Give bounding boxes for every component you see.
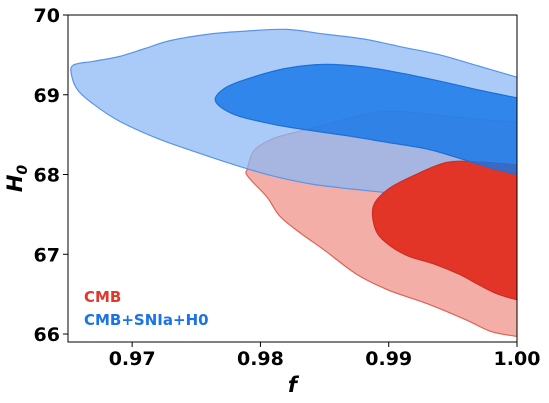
x-tick-label: 1.00 bbox=[494, 348, 541, 370]
x-axis-label: f bbox=[288, 373, 300, 397]
y-axis-label: H0 bbox=[3, 165, 31, 193]
plot-frame bbox=[67, 14, 518, 343]
y-tick-label: 67 bbox=[34, 244, 60, 266]
contour-cmb-snia-h0-inner bbox=[214, 63, 517, 176]
contour-layer bbox=[70, 28, 517, 337]
y-tick-label: 69 bbox=[34, 85, 60, 107]
x-axis-ticks: 0.97 0.98 0.99 1.00 bbox=[109, 342, 541, 370]
y-axis-ticks: 66 67 68 69 70 bbox=[34, 5, 68, 346]
x-tick-label: 0.97 bbox=[109, 348, 156, 370]
x-tick-label: 0.98 bbox=[237, 348, 284, 370]
x-tick-label: 0.99 bbox=[365, 348, 412, 370]
y-tick-label: 66 bbox=[34, 324, 60, 346]
y-tick-label: 68 bbox=[34, 165, 60, 187]
y-axis-label-main: H bbox=[3, 174, 27, 192]
legend-entry-cmb-snia-h0: CMB+SNIa+H0 bbox=[84, 311, 209, 329]
y-axis-label-subscript: 0 bbox=[15, 165, 31, 175]
legend-entry-cmb: CMB bbox=[84, 288, 121, 306]
y-tick-label: 70 bbox=[34, 5, 60, 27]
contour-cmb-inner bbox=[371, 160, 517, 301]
legend: CMB CMB+SNIa+H0 bbox=[84, 288, 209, 329]
